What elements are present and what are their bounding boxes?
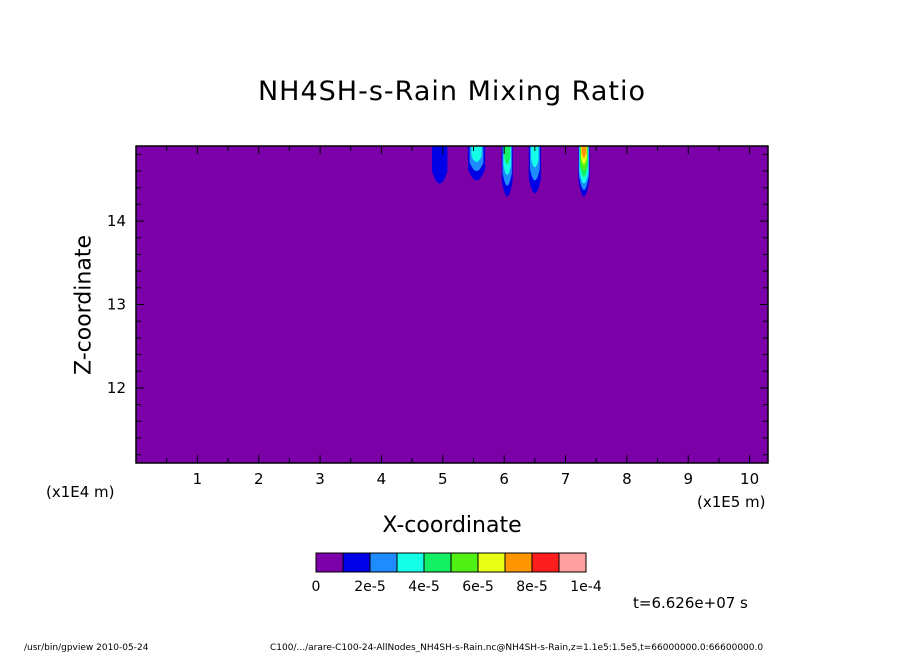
plot-background <box>136 146 768 463</box>
x-tick-label: 2 <box>254 470 264 488</box>
y-tick-label: 14 <box>107 212 126 230</box>
x-tick-label: 5 <box>438 470 448 488</box>
colorbar-swatch <box>423 552 452 573</box>
contour-plume <box>528 146 541 194</box>
colorbar-label: 4e-5 <box>408 579 439 595</box>
contour-level-7 <box>581 146 587 158</box>
x-tick-label: 10 <box>740 470 759 488</box>
x-tick-label: 6 <box>499 470 509 488</box>
x-tick-label: 8 <box>622 470 632 488</box>
contour-level-4 <box>504 146 511 165</box>
x-axis-unit-right: (x1E5 m) <box>697 493 766 511</box>
colorbar-label: 0 <box>312 579 321 595</box>
y-tick-label: 12 <box>107 379 126 397</box>
x-tick-label: 3 <box>315 470 325 488</box>
colorbar-swatch <box>531 552 560 573</box>
colorbar-swatch <box>342 552 371 573</box>
colorbar-label: 6e-5 <box>462 579 493 595</box>
colorbar-swatch <box>504 552 533 573</box>
colorbar-swatch <box>477 552 506 573</box>
colorbar-swatch <box>558 552 587 573</box>
x-tick-label: 9 <box>683 470 693 488</box>
colorbar-label: 8e-5 <box>516 579 547 595</box>
x-tick-label: 1 <box>193 470 203 488</box>
colorbar-label: 1e-4 <box>570 579 602 595</box>
contour-plume <box>432 146 448 184</box>
x-tick-label: 4 <box>377 470 387 488</box>
contour-level-3 <box>531 146 539 168</box>
x-tick-label: 7 <box>561 470 571 488</box>
colorbar-swatch <box>369 552 398 573</box>
footer-file-info: C100/.../arare-C100-24-AllNodes_NH4SH-s-… <box>270 643 764 653</box>
contour-plume <box>501 146 513 197</box>
footer-program-info: /usr/bin/gpview 2010-05-24 <box>24 643 149 653</box>
contour-plume <box>578 146 590 197</box>
y-tick-label: 13 <box>107 296 126 314</box>
colorbar-swatch <box>315 552 344 573</box>
x-axis-unit-left: (x1E4 m) <box>46 483 115 501</box>
chart-title: NH4SH-s-Rain Mixing Ratio <box>257 76 646 107</box>
colorbar-label: 2e-5 <box>354 579 385 595</box>
colorbar-swatch <box>396 552 425 573</box>
colorbar-swatch <box>450 552 479 573</box>
x-axis-label: X-coordinate <box>382 513 522 538</box>
time-label: t=6.626e+07 s <box>633 594 748 612</box>
y-axis-label: Z-coordinate <box>71 235 97 375</box>
contour-level-1 <box>432 146 448 184</box>
